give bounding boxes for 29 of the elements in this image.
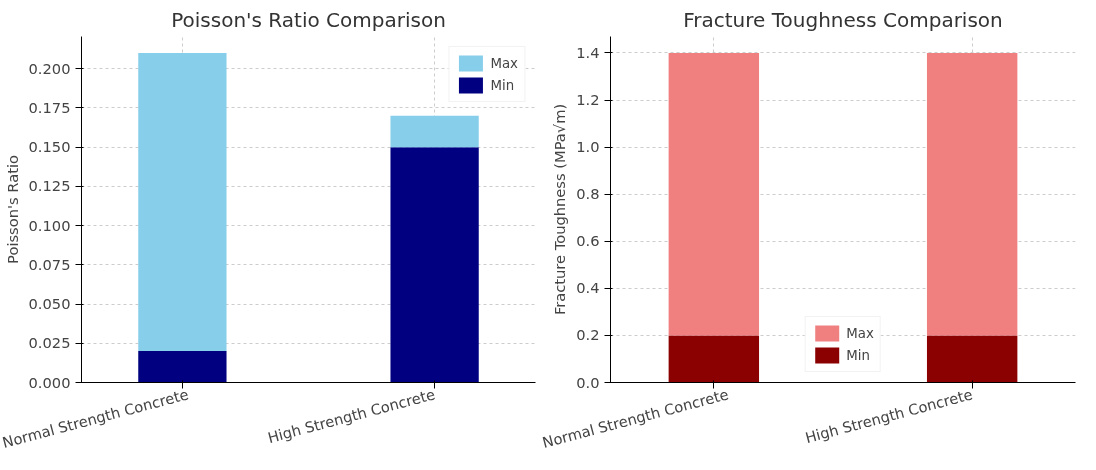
bar <box>138 52 227 352</box>
legend-label: Min <box>846 347 870 363</box>
y-axis-title: Fracture Toughness (MPa√m) <box>551 103 569 316</box>
chart-title: Fracture Toughness Comparison <box>683 7 1003 32</box>
chart-title: Poisson's Ratio Comparison <box>171 7 446 32</box>
y-tick-label: 0.175 <box>28 98 71 116</box>
y-tick-label: 1.0 <box>576 138 600 156</box>
y-tick-label: 0.050 <box>28 295 71 313</box>
y-tick-label: 0.125 <box>28 177 71 195</box>
y-axis-title: Poisson's Ratio <box>3 155 21 264</box>
legend-label: Max <box>490 55 518 71</box>
y-tick-label: 0.8 <box>576 185 600 203</box>
legend-label: Max <box>846 325 874 341</box>
y-tick-label: 0.100 <box>28 216 71 234</box>
bar <box>138 351 227 383</box>
y-tick-label: 1.2 <box>576 91 600 109</box>
y-tick-label: 0.075 <box>28 255 71 273</box>
y-tick-label: 0.0 <box>576 373 600 391</box>
y-tick-label: 0.025 <box>28 334 71 352</box>
y-tick-label: 0.6 <box>576 232 600 250</box>
y-tick-label: 0.4 <box>576 279 600 297</box>
bar <box>390 147 479 383</box>
y-tick-label: 0.000 <box>28 373 71 391</box>
y-tick-label: 0.2 <box>576 326 600 344</box>
bar <box>390 115 479 148</box>
y-tick-label: 0.200 <box>28 59 71 77</box>
legend-label: Min <box>490 77 515 93</box>
y-tick-label: 1.4 <box>576 43 600 61</box>
y-tick-label: 0.150 <box>28 138 71 156</box>
